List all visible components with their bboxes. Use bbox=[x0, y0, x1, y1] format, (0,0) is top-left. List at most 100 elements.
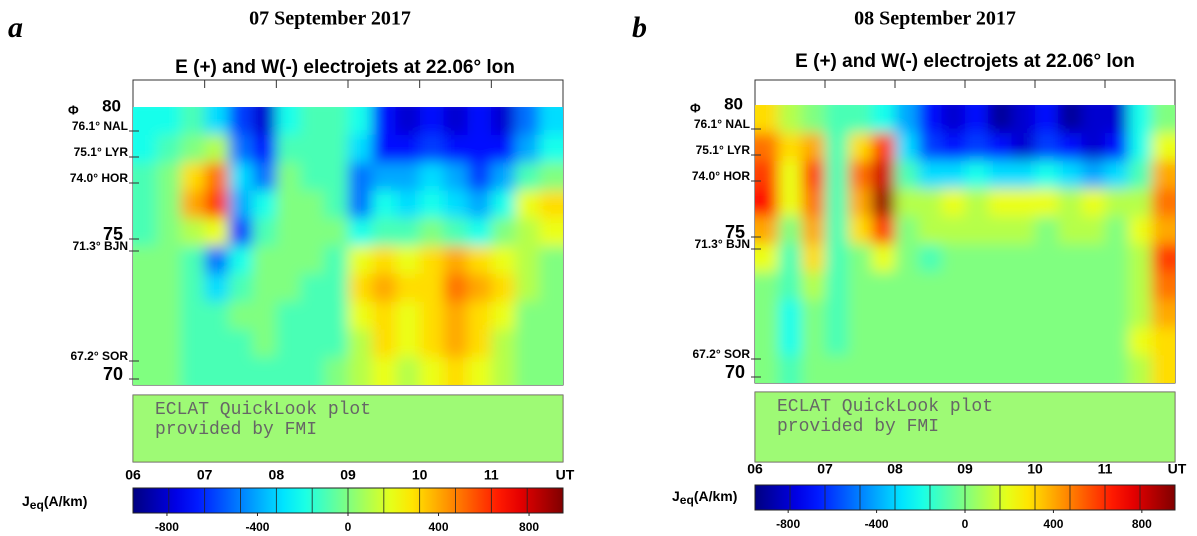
heat-cell bbox=[443, 107, 469, 136]
heat-cell bbox=[848, 105, 873, 134]
heat-cell bbox=[395, 246, 421, 275]
heat-cell bbox=[276, 162, 302, 192]
heat-cell bbox=[419, 273, 445, 303]
heat-cell bbox=[491, 218, 517, 247]
heat-cell bbox=[988, 299, 1013, 329]
heat-cell bbox=[871, 188, 896, 218]
colorbar-subscript: eq bbox=[30, 498, 44, 512]
heat-cell bbox=[180, 162, 206, 192]
heat-cell bbox=[988, 132, 1013, 162]
heat-cell bbox=[801, 188, 826, 218]
note-bg bbox=[132, 394, 564, 463]
heat-cell bbox=[300, 218, 326, 247]
colorbar-subscript: eq bbox=[680, 493, 694, 507]
y-label: 75 bbox=[725, 222, 745, 242]
plot-title: E (+) and W(-) electrojets at 22.06° lon bbox=[795, 51, 1135, 72]
heat-cell bbox=[1011, 299, 1036, 329]
heat-cell bbox=[324, 301, 349, 331]
colorbar-label: Jeq(A/km) bbox=[22, 493, 87, 512]
heat-cell bbox=[252, 329, 278, 359]
heat-cell bbox=[965, 271, 990, 301]
heat-cell bbox=[988, 105, 1013, 134]
heat-cell bbox=[371, 218, 397, 247]
heat-cell bbox=[467, 246, 493, 275]
heat-cell bbox=[252, 357, 278, 385]
heat-cell bbox=[871, 105, 896, 134]
heat-cell bbox=[825, 355, 850, 383]
heat-cell bbox=[1128, 271, 1153, 301]
heat-cell bbox=[825, 105, 850, 134]
heat-cell bbox=[180, 246, 206, 275]
heat-cell bbox=[371, 107, 397, 136]
heat-cell bbox=[1151, 327, 1175, 357]
heat-cell bbox=[871, 160, 896, 190]
heat-cell bbox=[825, 188, 850, 218]
heat-cell bbox=[1081, 188, 1106, 218]
heat-cell bbox=[1128, 299, 1153, 329]
x-label: 08 bbox=[887, 461, 903, 477]
heat-cell bbox=[778, 105, 803, 134]
heat-cell bbox=[276, 218, 302, 247]
heat-cell bbox=[1128, 132, 1153, 162]
heat-cell bbox=[895, 244, 920, 273]
heat-cell bbox=[918, 188, 943, 218]
y-label: 75.1° LYR bbox=[696, 143, 751, 157]
heat-cell bbox=[848, 271, 873, 301]
heat-cell bbox=[371, 162, 397, 192]
heat-cell bbox=[539, 218, 563, 247]
heat-cell bbox=[778, 299, 803, 329]
heat-cell bbox=[491, 301, 517, 331]
heat-cell bbox=[801, 216, 826, 245]
heat-cell bbox=[228, 134, 254, 164]
heat-cell bbox=[895, 299, 920, 329]
heat-cell bbox=[1151, 244, 1175, 273]
heat-cell bbox=[801, 160, 826, 190]
heat-cell bbox=[467, 218, 493, 247]
heat-cell bbox=[204, 301, 230, 331]
heat-cell bbox=[491, 107, 517, 136]
heat-cell bbox=[941, 132, 966, 162]
heat-cell bbox=[515, 134, 541, 164]
heat-cell bbox=[1105, 244, 1130, 273]
heat-cell bbox=[156, 329, 182, 359]
x-label: 08 bbox=[269, 467, 285, 483]
heat-cell bbox=[419, 329, 445, 359]
heat-cell bbox=[1151, 299, 1175, 329]
heat-cell bbox=[276, 273, 302, 303]
y-label: 67.2° SOR bbox=[71, 349, 129, 363]
heatmap-cells bbox=[133, 107, 563, 385]
heat-cell bbox=[1081, 299, 1106, 329]
y-label: 71.3° BJN bbox=[695, 237, 751, 251]
heat-cell bbox=[1081, 160, 1106, 190]
heat-cell bbox=[324, 246, 349, 275]
heat-cell bbox=[300, 134, 326, 164]
heat-cell bbox=[755, 132, 780, 162]
heat-cell bbox=[276, 301, 302, 331]
heat-cell bbox=[228, 162, 254, 192]
heat-cell bbox=[348, 301, 373, 331]
heat-cell bbox=[755, 160, 780, 190]
heat-cell bbox=[371, 301, 397, 331]
heat-cell bbox=[324, 107, 349, 136]
heat-cell bbox=[895, 327, 920, 357]
heat-cell bbox=[801, 327, 826, 357]
heat-cell bbox=[419, 107, 445, 136]
heat-cell bbox=[324, 329, 349, 359]
heat-cell bbox=[918, 244, 943, 273]
colorbar-tick-label: 0 bbox=[345, 520, 352, 534]
heat-cell bbox=[755, 188, 780, 218]
heat-cell bbox=[941, 271, 966, 301]
heat-cell bbox=[871, 327, 896, 357]
colorbar-symbol: J bbox=[672, 488, 680, 504]
panel-title: 07 September 2017 bbox=[249, 8, 411, 30]
heat-cell bbox=[918, 271, 943, 301]
heat-cell bbox=[1058, 160, 1083, 190]
heat-cell bbox=[801, 244, 826, 273]
heat-cell bbox=[778, 216, 803, 245]
heat-cell bbox=[324, 218, 349, 247]
heat-cell bbox=[1105, 188, 1130, 218]
heat-cell bbox=[1058, 355, 1083, 383]
heat-cell bbox=[1081, 216, 1106, 245]
heat-cell bbox=[1151, 216, 1175, 245]
heat-cell bbox=[1105, 216, 1130, 245]
